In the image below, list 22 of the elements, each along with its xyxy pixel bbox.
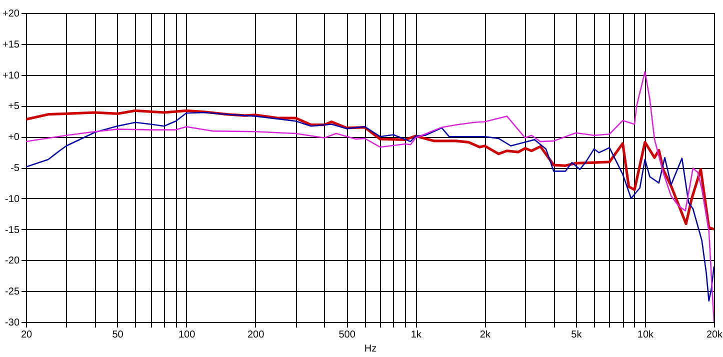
x-tick-label: 200 [247,330,265,340]
x-tick-label: 50 [112,330,124,340]
x-tick-label: 5k [571,330,583,340]
x-tick-label: 500 [338,330,356,340]
y-tick-label: -25 [5,286,20,298]
y-tick-label: +5 [8,101,20,112]
x-tick-label: 10k [637,330,655,340]
y-tick-label: +20 [2,8,20,20]
x-axis-title: Hz [364,344,377,354]
x-tick-label: 2k [480,330,492,340]
y-tick-label: +10 [2,70,20,82]
x-tick-label: 20k [706,330,723,340]
x-tick-label: 1k [410,330,422,340]
y-tick-label: -5 [10,163,20,174]
y-tick-label: -20 [5,256,20,267]
y-tick-label: -30 [5,318,20,328]
y-tick-label: +0 [8,132,20,144]
y-tick-label: -15 [5,224,20,236]
y-tick-label: -10 [5,194,20,205]
y-tick-label: +15 [2,39,20,50]
x-tick-label: 100 [178,330,196,340]
x-tick-label: 20 [20,330,32,340]
